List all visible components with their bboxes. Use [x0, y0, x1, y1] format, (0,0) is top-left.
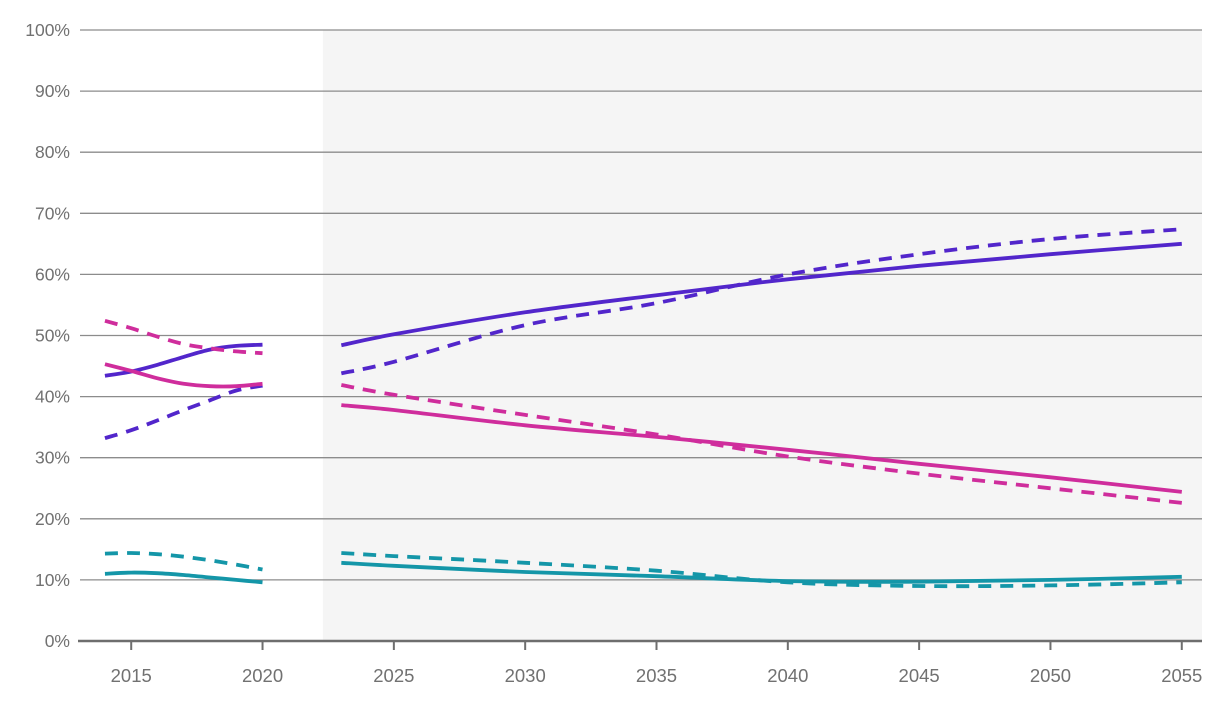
- y-axis-label: 0%: [45, 631, 70, 651]
- series-line-purple-dashed-forecast: [340, 227, 1182, 376]
- series-line-teal-dashed-forecast: [341, 551, 1182, 589]
- y-axis-label: 70%: [35, 203, 70, 223]
- series-line-purple-dashed-history: [104, 383, 263, 440]
- x-axis-label: 2030: [505, 665, 546, 686]
- series-line-magenta-solid-history: [104, 362, 263, 389]
- x-axis-label: 2055: [1161, 665, 1202, 686]
- y-axis-label: 60%: [35, 264, 70, 284]
- x-axis-label: 2025: [373, 665, 414, 686]
- x-axis-label: 2040: [767, 665, 808, 686]
- x-axis-label: 2020: [242, 665, 283, 686]
- x-axis-label: 2015: [111, 665, 152, 686]
- x-axis-label: 2050: [1030, 665, 1071, 686]
- y-axis-label: 90%: [35, 81, 70, 101]
- series-line-teal-solid-history: [104, 570, 263, 585]
- y-axis-label: 50%: [35, 326, 70, 346]
- series-line-magenta-dashed-history: [104, 319, 263, 356]
- y-axis-label: 80%: [35, 142, 70, 162]
- series-line-purple-solid-forecast: [340, 241, 1182, 348]
- y-axis-label: 30%: [35, 448, 70, 468]
- y-axis-label: 40%: [35, 387, 70, 407]
- y-axis-label: 20%: [35, 509, 70, 529]
- series-line-magenta-dashed-forecast: [340, 383, 1183, 505]
- x-axis-label: 2045: [899, 665, 940, 686]
- x-axis-label: 2035: [636, 665, 677, 686]
- series-line-teal-dashed-history: [104, 551, 263, 572]
- y-axis-label: 10%: [35, 570, 70, 590]
- series-line-magenta-solid-forecast: [341, 403, 1183, 494]
- y-axis-label: 100%: [25, 20, 70, 40]
